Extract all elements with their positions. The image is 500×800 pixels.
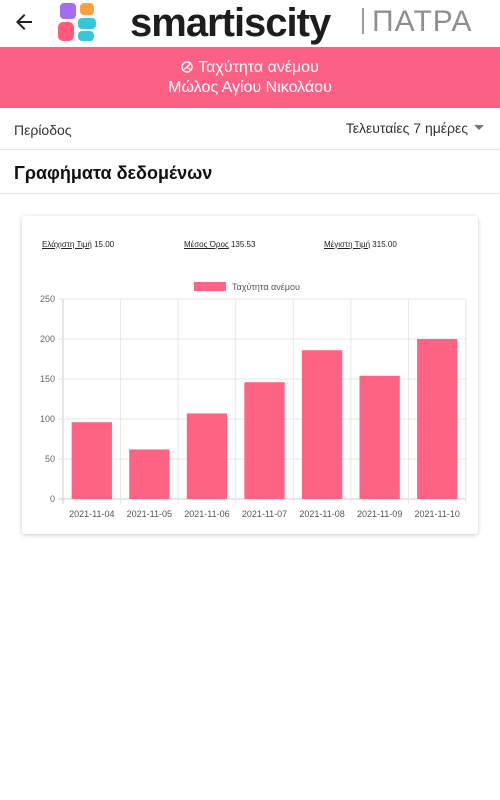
y-tick-label: 200 <box>40 334 55 344</box>
stat-min-value: 15.00 <box>94 240 115 249</box>
smartiscity-logo-icon <box>58 3 96 41</box>
bar-chart: 0 50 100 150 200 250 2021-11-04 2021-11-05 2021-… <box>40 282 467 519</box>
stat-min-label: Ελάχιστη Τιμή <box>42 240 92 249</box>
stat-avg: Μέσος Όρος 135.53 <box>184 240 255 249</box>
sensor-banner: Ταχύτητα ανέμου Μώλος Αγίου Νικολάου <box>0 47 500 108</box>
bar-2021-11-07 <box>244 382 285 499</box>
y-tick-label: 250 <box>40 294 55 304</box>
back-arrow-icon[interactable] <box>12 10 36 34</box>
x-tick-label: 2021-11-08 <box>299 509 344 519</box>
banner-title-row: Ταχύτητα ανέμου <box>0 59 500 77</box>
y-tick-label: 50 <box>45 454 55 464</box>
period-dropdown[interactable]: Τελευταίες 7 ημέρες <box>346 120 484 136</box>
legend-swatch <box>194 282 226 291</box>
stat-avg-value: 135.53 <box>230 240 256 249</box>
period-label: Περίοδος <box>14 122 72 138</box>
bar-2021-11-08 <box>301 350 343 499</box>
stat-min: Ελάχιστη Τιμή 15.00 <box>42 240 114 249</box>
stat-max-value: 315.00 <box>372 240 397 249</box>
banner-station: Μώλος Αγίου Νικολάου <box>168 79 332 96</box>
city-name: ΠΑΤΡΑ <box>372 5 473 38</box>
y-tick-label: 100 <box>40 414 55 424</box>
period-row: Περίοδος Τελευταίες 7 ημέρες <box>0 109 500 150</box>
bar-2021-11-04 <box>71 422 112 499</box>
x-tick-label: 2021-11-04 <box>69 509 114 519</box>
section-divider <box>0 193 500 194</box>
chart-card: Ελάχιστη Τιμή 15.00 Μέσος Όρος 135.53 Μέ… <box>22 216 478 534</box>
app-bar: smartiscity ΠΑΤΡΑ <box>0 0 500 46</box>
bar-2021-11-06 <box>186 413 228 499</box>
x-tick-label: 2021-11-05 <box>127 509 172 519</box>
stat-avg-label: Μέσος Όρος <box>184 240 229 249</box>
caret-down-icon <box>474 125 484 130</box>
brand-name: smartiscity <box>130 1 331 45</box>
legend-label: Ταχύτητα ανέμου <box>232 282 300 292</box>
bar-2021-11-09 <box>359 375 400 499</box>
x-tick-label: 2021-11-09 <box>357 509 402 519</box>
stat-max: Μέγιστη Τιμή 315.00 <box>324 240 397 249</box>
brand-divider <box>362 8 364 34</box>
banner-title: Ταχύτητα ανέμου <box>198 59 319 76</box>
x-tick-label: 2021-11-06 <box>184 509 229 519</box>
x-tick-label: 2021-11-10 <box>415 509 460 519</box>
y-tick-label: 150 <box>40 374 55 384</box>
section-title: Γραφήματα δεδομένων <box>14 163 213 183</box>
x-tick-label: 2021-11-07 <box>242 509 287 519</box>
bar-2021-11-10 <box>417 339 458 499</box>
period-selected-value: Τελευταίες 7 ημέρες <box>345 120 468 136</box>
stat-max-label: Μέγιστη Τιμή <box>324 240 371 249</box>
gauge-icon <box>181 61 193 73</box>
y-tick-label: 0 <box>50 494 55 504</box>
bar-2021-11-05 <box>129 449 170 499</box>
